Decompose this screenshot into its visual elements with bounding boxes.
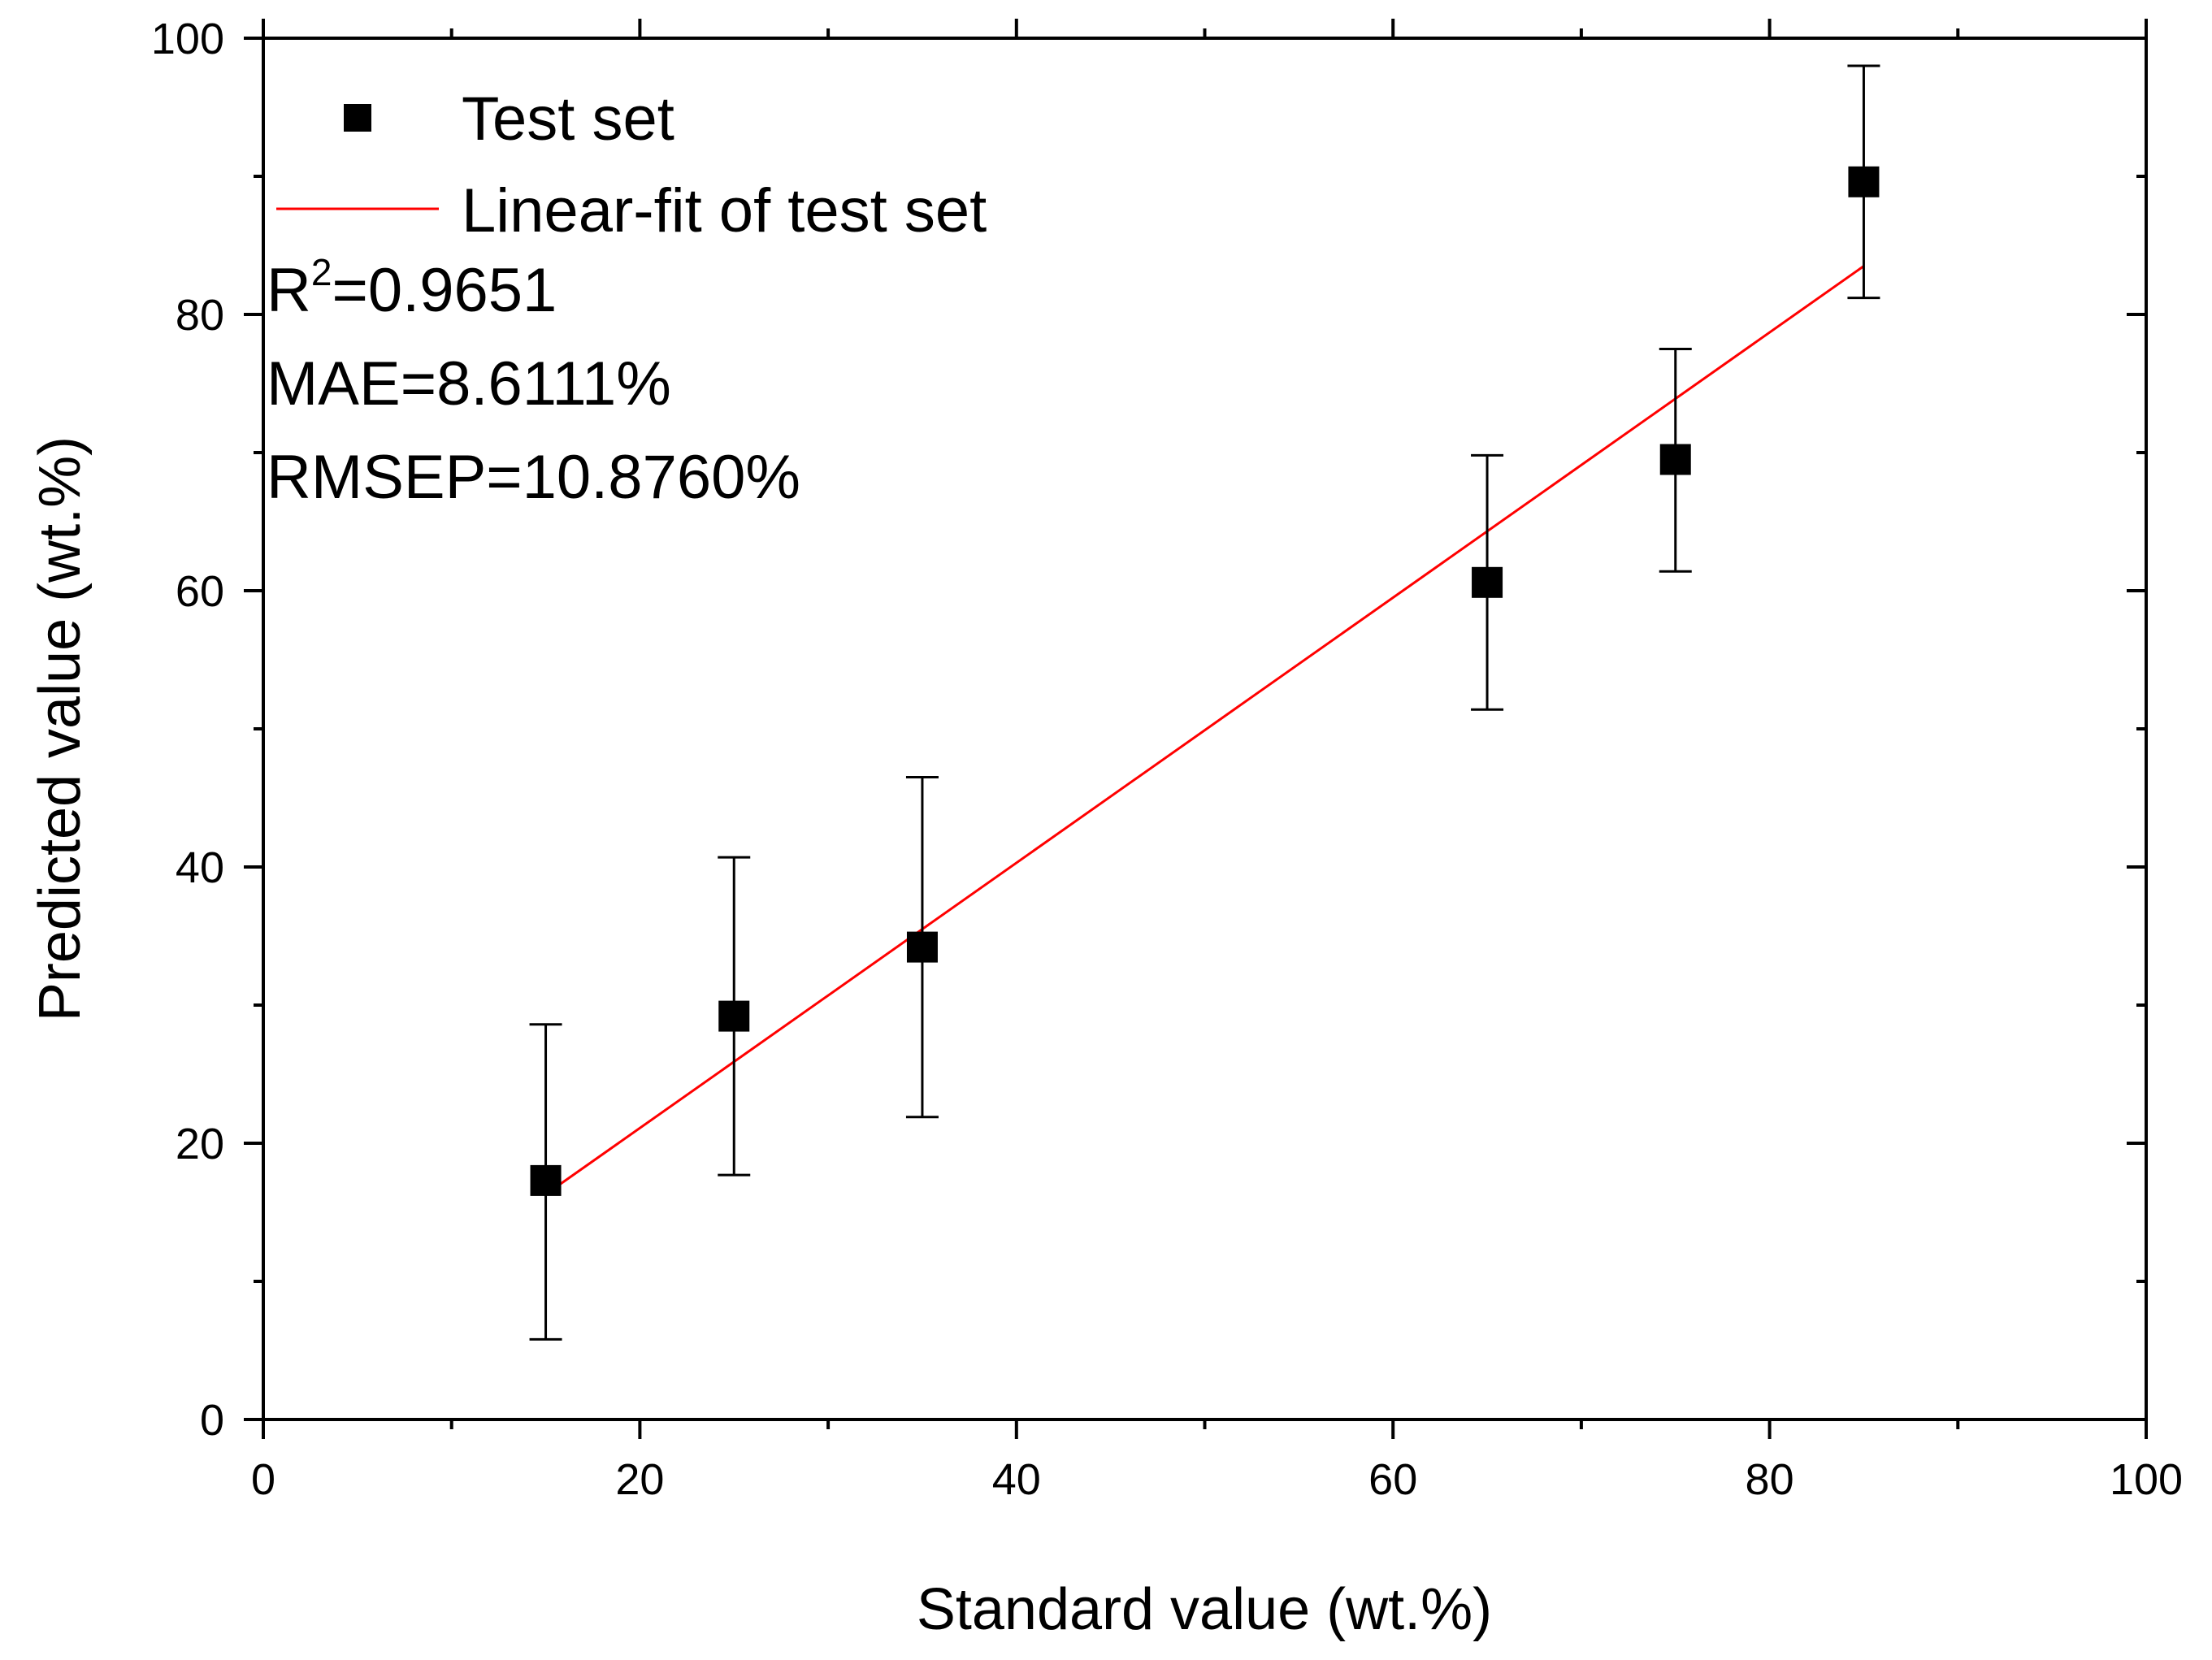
tick-labels: 0 20 40 60 80 100 0 20 40 60 80 100	[151, 15, 2183, 1504]
x-tick-label: 40	[992, 1455, 1041, 1504]
x-axis-title: Standard value (wt.%)	[917, 1577, 1492, 1642]
major-ticks	[244, 19, 2148, 1439]
y-axis-title: Predicted value (wt.%)	[28, 436, 93, 1021]
legend-label-linear-fit: Linear-fit of test set	[462, 176, 987, 245]
data-markers	[530, 166, 1880, 1196]
x-tick-label: 60	[1368, 1455, 1417, 1504]
legend: Test set Linear-fit of test set	[276, 85, 987, 245]
stat-rmsep: RMSEP=10.8760%	[267, 443, 800, 512]
x-tick-label: 20	[615, 1455, 664, 1504]
y-tick-label: 0	[200, 1396, 224, 1445]
stat-mae: MAE=8.6111%	[267, 349, 671, 418]
x-tick-label: 0	[251, 1455, 275, 1504]
y-tick-label: 20	[176, 1120, 224, 1168]
data-point	[718, 1000, 750, 1032]
fit-line-layer	[544, 265, 1865, 1196]
r2-value: =0.9651	[332, 256, 557, 325]
y-tick-label: 80	[176, 291, 224, 340]
data-point	[530, 1164, 562, 1196]
data-point	[1848, 166, 1880, 197]
x-tick-label: 80	[1746, 1455, 1794, 1504]
data-point	[1472, 566, 1503, 598]
legend-label-test-set: Test set	[462, 85, 674, 154]
error-bars	[529, 64, 1880, 1341]
legend-marker-test-set	[344, 104, 371, 132]
y-tick-label: 100	[151, 15, 224, 63]
stats-annotation: R2=0.9651 MAE=8.6111% RMSEP=10.8760%	[267, 251, 800, 512]
r2-superscript: 2	[311, 251, 332, 293]
r2-prefix: R	[267, 256, 311, 325]
linear-fit-line	[544, 265, 1865, 1196]
stat-r-squared: R2=0.9651	[267, 251, 557, 325]
y-tick-label: 60	[176, 567, 224, 616]
data-point	[1659, 444, 1691, 475]
data-point	[906, 931, 938, 963]
y-tick-label: 40	[176, 843, 224, 892]
plot-frame	[262, 37, 2148, 1421]
x-tick-label: 100	[2110, 1455, 2183, 1504]
